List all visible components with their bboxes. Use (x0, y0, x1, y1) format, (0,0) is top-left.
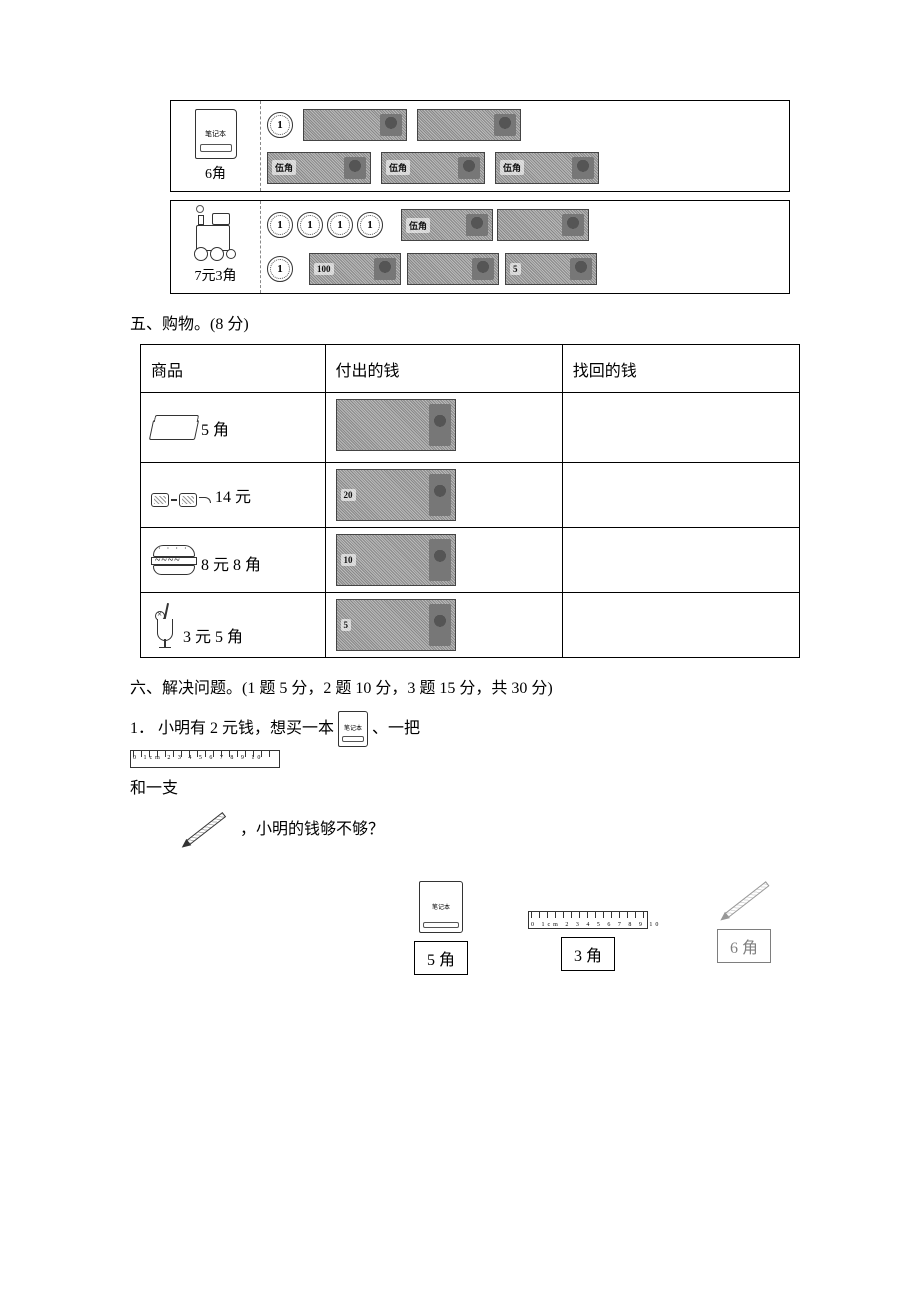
coin-icon: 1 (267, 256, 293, 282)
table-row: 8 元 8 角 10 (141, 528, 800, 593)
banknote-icon (417, 109, 521, 141)
banknote-icon: 100 (309, 253, 401, 285)
table-row: 3 元 5 角 5 (141, 593, 800, 658)
drink-icon (151, 603, 179, 647)
price-box: 6 角 (717, 929, 771, 963)
price-reference-row: 笔记本 5 角 0 1cm 2 3 4 5 6 7 8 9 10 3 角 6 角 (130, 881, 790, 975)
table-row: 14 元 20 (141, 463, 800, 528)
banknote-icon: 5 (505, 253, 597, 285)
money-box-1: 笔记本 6角 1 伍角 伍角 伍角 (170, 100, 790, 192)
burger-icon (151, 545, 197, 575)
q1-number: 1． (130, 720, 154, 737)
money-cell-1: 1 伍角 伍角 伍角 (261, 101, 789, 191)
coin-icon: 1 (267, 112, 293, 138)
banknote-icon: 伍角 (401, 209, 493, 241)
money-box-2: 7元3角 1 1 1 1 伍角 1 100 5 (170, 200, 790, 294)
item-price: 5 角 (201, 416, 229, 440)
section-6-header: 六、解决问题。(1 题 5 分，2 题 10 分，3 题 15 分，共 30 分… (130, 674, 790, 698)
pencil-icon (719, 881, 770, 923)
banknote-icon: 20 (336, 469, 456, 521)
table-row: 5 角 (141, 393, 800, 463)
money-cell-2: 1 1 1 1 伍角 1 100 5 (261, 201, 789, 293)
banknote-icon: 伍角 (381, 152, 485, 184)
banknote-icon (497, 209, 589, 241)
price-item-notebook: 笔记本 5 角 (414, 881, 468, 975)
eraser-icon (149, 420, 199, 440)
item-price: 8 元 8 角 (201, 551, 261, 575)
banknote-icon: 伍角 (495, 152, 599, 184)
banknote-icon (303, 109, 407, 141)
money-item-cell-2: 7元3角 (171, 201, 261, 293)
item-price: 3 元 5 角 (183, 623, 243, 647)
q1-text-2: 、一把 (372, 720, 420, 737)
train-icon (188, 209, 244, 261)
coin-icon: 1 (267, 212, 293, 238)
col-change: 找回的钱 (562, 345, 799, 393)
col-paid: 付出的钱 (325, 345, 562, 393)
question-1: 1． 小明有 2 元钱，想买一本 笔记本 、一把 0 1cm 2 3 4 5 6… (130, 708, 790, 851)
banknote-icon (407, 253, 499, 285)
notebook-icon: 笔记本 (419, 881, 463, 933)
q1-text-1: 小明有 2 元钱，想买一本 (158, 720, 334, 737)
ruler-icon: 0 1cm 2 3 4 5 6 7 8 9 10 (130, 750, 280, 768)
coin-icon: 1 (297, 212, 323, 238)
banknote-icon: 5 (336, 599, 456, 651)
money-item-price-1: 6角 (205, 163, 226, 183)
price-item-ruler: 0 1cm 2 3 4 5 6 7 8 9 10 3 角 (528, 881, 648, 975)
change-cell[interactable] (562, 463, 799, 528)
ruler-icon: 0 1cm 2 3 4 5 6 7 8 9 10 (528, 911, 648, 929)
q1-text-4: ，小明的钱够不够？ (240, 821, 384, 838)
banknote-icon: 10 (336, 534, 456, 586)
notebook-icon: 笔记本 (195, 109, 237, 159)
coin-icon: 1 (327, 212, 353, 238)
price-item-pencil: 6 角 (708, 881, 780, 975)
notebook-icon: 笔记本 (338, 711, 368, 747)
change-cell[interactable] (562, 593, 799, 658)
change-cell[interactable] (562, 393, 799, 463)
notebook-label: 笔记本 (205, 129, 226, 139)
glasses-icon (151, 493, 211, 507)
banknote-icon (336, 399, 456, 451)
banknote-icon: 伍角 (267, 152, 371, 184)
money-item-cell-1: 笔记本 6角 (171, 101, 261, 191)
price-box: 5 角 (414, 941, 468, 975)
coin-icon: 1 (357, 212, 383, 238)
q1-text-3: 和一支 (130, 780, 178, 797)
price-box: 3 角 (561, 937, 615, 971)
col-product: 商品 (141, 345, 326, 393)
money-item-price-2: 7元3角 (195, 265, 237, 285)
item-price: 14 元 (215, 483, 251, 507)
shopping-table: 商品 付出的钱 找回的钱 5 角 14 元 20 (140, 344, 800, 658)
section-5-header: 五、购物。(8 分) (130, 310, 790, 334)
pencil-icon (180, 812, 226, 850)
change-cell[interactable] (562, 528, 799, 593)
